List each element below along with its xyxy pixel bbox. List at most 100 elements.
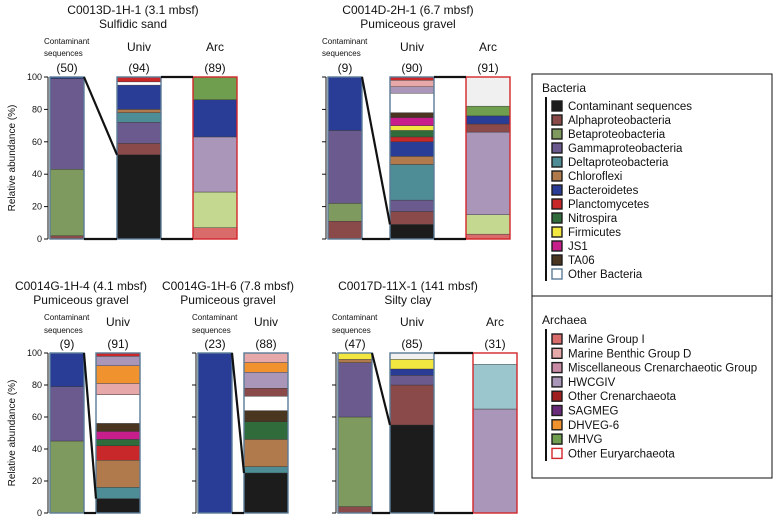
bar-segment	[192, 191, 238, 228]
bar-segment	[389, 136, 435, 143]
legend-label: Other Euryarchaeota	[568, 448, 675, 460]
bar-count-label: (47)	[344, 337, 365, 351]
bar-segment	[465, 214, 511, 235]
bar-segment	[116, 109, 162, 113]
stacked-bar	[49, 76, 85, 240]
stacked-bar	[95, 352, 141, 514]
y-tick-label: 60	[32, 137, 42, 147]
bar-segment	[327, 76, 363, 131]
connector-line-top	[230, 352, 246, 474]
column-label: Arc	[479, 40, 497, 54]
bar-segment	[49, 440, 85, 514]
legend-swatch	[551, 376, 563, 388]
legend-label: TA06	[568, 255, 595, 267]
chart-panel: C0014G-1H-4 (4.1 mbsf)Pumiceous gravel 0 2…	[7, 279, 147, 518]
bar-segment	[389, 130, 435, 138]
bar-segment	[389, 424, 435, 514]
bar-segment	[116, 154, 162, 240]
panel-title: C0014G-1H-4 (4.1 mbsf)	[15, 279, 147, 293]
legend-bacteria-title: Bacteria	[542, 81, 586, 95]
bar-segment	[389, 125, 435, 131]
column-label: Arc	[486, 315, 504, 329]
legend-item: TA06	[551, 254, 595, 267]
bar-segment	[389, 384, 435, 426]
legend-item: MHVG	[551, 433, 603, 446]
bar-segment	[389, 112, 435, 118]
panel-subtitle: Pumiceous gravel	[180, 293, 275, 307]
panel-subtitle: Silty clay	[384, 293, 431, 307]
column-label: Contaminant	[192, 313, 238, 322]
bar-segment	[465, 105, 511, 117]
legend-label: Chloroflexi	[568, 171, 622, 183]
bar-count-label: (50)	[56, 61, 77, 75]
bar-segment	[49, 352, 85, 387]
bar-segment	[389, 86, 435, 94]
chart-panel: C0013D-1H-1 (3.1 mbsf)Sulfidic sand 0 20 40…	[7, 3, 238, 244]
bar-count-label: (91)	[477, 61, 498, 75]
bar-count-label: (91)	[107, 337, 128, 351]
legend-label: Alphaproteobacteria	[568, 115, 672, 127]
legend-label: Other Bacteria	[568, 269, 643, 281]
bar-segment	[327, 220, 363, 240]
bar-segment	[116, 84, 162, 110]
legend-label: Marine Group I	[568, 334, 645, 346]
bar-segment	[389, 117, 435, 126]
bar-segment	[116, 81, 162, 86]
panel-subtitle: Pumiceous gravel	[360, 17, 455, 31]
bar-segment	[389, 92, 435, 113]
y-tick-label: 80	[32, 104, 42, 114]
legend-archaea-title: Archaea	[542, 313, 587, 327]
chart-panels: C0013D-1H-1 (3.1 mbsf)Sulfidic sand 0 20 40…	[7, 3, 518, 518]
legend-label: JS1	[568, 241, 588, 253]
legend-label: Contaminant sequences	[568, 101, 692, 113]
column-label: Univ	[127, 40, 151, 54]
y-tick-label: 100	[27, 72, 42, 82]
bar-segment	[95, 487, 141, 499]
bar-segment	[243, 421, 289, 440]
bar-segment	[465, 76, 511, 107]
bar-count-label: (9)	[338, 61, 353, 75]
legend-swatch	[551, 114, 563, 126]
stacked-bar	[389, 76, 435, 240]
panel-title: C0013D-1H-1 (3.1 mbsf)	[67, 3, 198, 17]
y-axis-label: Relative abundance (%)	[7, 380, 18, 487]
bar-segment	[465, 131, 511, 215]
legend-label: Gammaproteobacteria	[568, 143, 683, 155]
bar-segment	[337, 416, 373, 507]
legend-swatch	[551, 184, 563, 196]
connector-line-top	[360, 76, 392, 225]
stacked-bar	[49, 352, 85, 514]
bar-segment	[389, 359, 435, 370]
panel-title: C0014G-1H-6 (7.8 mbsf)	[162, 279, 294, 293]
column-label: Contaminant	[332, 313, 378, 322]
bar-segment	[389, 141, 435, 157]
bar-segment	[337, 352, 373, 360]
bar-outline	[389, 352, 435, 514]
legend-label: MHVG	[568, 434, 603, 446]
panel-subtitle: Sulfidic sand	[99, 17, 167, 31]
bar-outline	[192, 76, 238, 240]
column-label-line2: sequences	[332, 326, 371, 335]
legend-label: Deltaproteobacteria	[568, 157, 669, 169]
bar-count-label: (23)	[204, 337, 225, 351]
legend-item: Other Euryarchaeota	[551, 447, 675, 460]
bar-segment	[116, 112, 162, 123]
legend: Bacteria Contaminant sequences Alphaprote…	[531, 73, 773, 479]
y-tick-label: 80	[32, 380, 42, 390]
bar-outline	[389, 76, 435, 240]
legend-item: Nitrospira	[551, 212, 618, 225]
bar-segment	[95, 356, 141, 367]
legend-swatch	[551, 447, 563, 460]
bar-segment	[49, 169, 85, 236]
legend-swatch	[551, 254, 563, 266]
column-label: Univ	[400, 40, 424, 54]
legend-archaea-list: Marine Group I Marine Benthic Group D Misc…	[551, 333, 757, 460]
bar-outline	[243, 352, 289, 514]
legend-box	[531, 73, 773, 479]
bar-segment	[197, 352, 233, 514]
bar-segment	[95, 423, 141, 432]
bar-segment	[49, 386, 85, 442]
bar-count-label: (88)	[255, 337, 276, 351]
legend-label: Miscellaneous Crenarchaeotic Group	[568, 363, 757, 375]
